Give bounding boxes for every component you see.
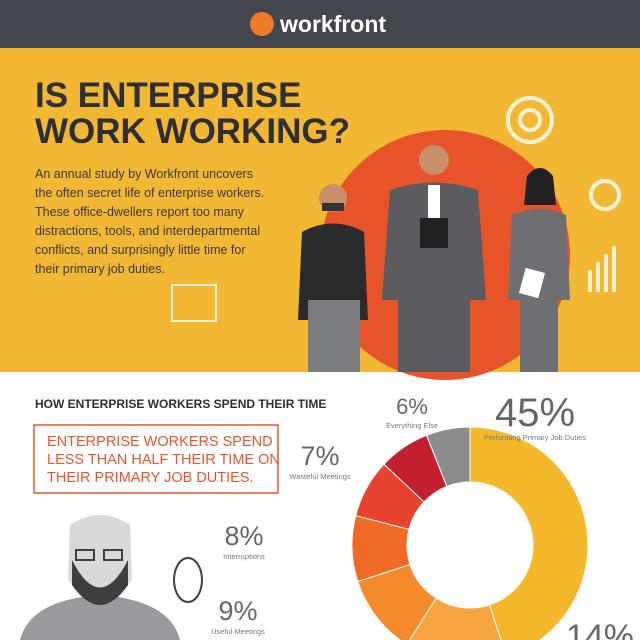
logo-text: workfront	[279, 11, 386, 37]
donut-segment	[425, 426, 471, 488]
hero-paragraph-line: the often secret life of enterprise work…	[35, 186, 264, 200]
illustration	[171, 96, 621, 380]
hero-paragraph-line: distractions, tools, and interdepartment…	[35, 224, 260, 238]
section-heading: HOW ENTERPRISE WORKERS SPEND THEIR TIME	[35, 397, 326, 411]
hero-paragraph-line: These office-dwellers report too many	[35, 205, 245, 219]
callout-line: THEIR PRIMARY JOB DUTIES.	[47, 470, 254, 486]
hero-paragraph-line: conflicts, and surprisingly little time …	[35, 243, 246, 257]
percent-label: 8%	[224, 521, 263, 551]
category-label: Interruptions	[223, 552, 265, 561]
percent-label: 7%	[300, 441, 339, 471]
category-label: Everything Else	[386, 421, 438, 430]
callout-line: LESS THAN HALF THEIR TIME ON	[47, 452, 280, 468]
callout-box	[33, 424, 279, 494]
percent-label: 6%	[396, 394, 428, 419]
hero-title: IS ENTERPRISE	[35, 76, 301, 115]
percent-label: 9%	[218, 596, 257, 626]
hero-paragraph-line: their primary job duties.	[35, 262, 165, 276]
logo-icon	[250, 12, 274, 36]
category-label: Performing Primary Job Duties	[484, 433, 586, 442]
category-label: Wasteful Meetings	[289, 472, 351, 481]
donut-segment	[409, 597, 502, 640]
donut-segment	[469, 426, 589, 640]
percent-label: 45%	[495, 391, 575, 435]
category-label: Useful Meetings	[211, 627, 265, 636]
percent-label: 14%	[566, 618, 634, 640]
hero-title: WORK WORKING?	[35, 112, 350, 151]
callout-line: ENTERPRISE WORKERS SPEND	[47, 434, 273, 450]
hero-paragraph-line: An annual study by Workfront uncovers	[35, 167, 253, 181]
header-bar	[0, 0, 640, 48]
person-illustration	[20, 515, 203, 640]
